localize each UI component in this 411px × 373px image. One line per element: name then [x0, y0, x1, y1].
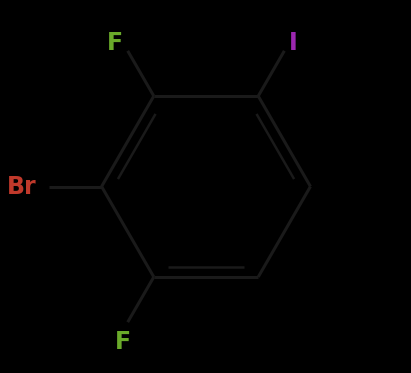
Text: I: I [289, 31, 298, 55]
Text: F: F [107, 31, 123, 55]
Text: Br: Br [7, 175, 36, 198]
Text: F: F [115, 330, 131, 354]
